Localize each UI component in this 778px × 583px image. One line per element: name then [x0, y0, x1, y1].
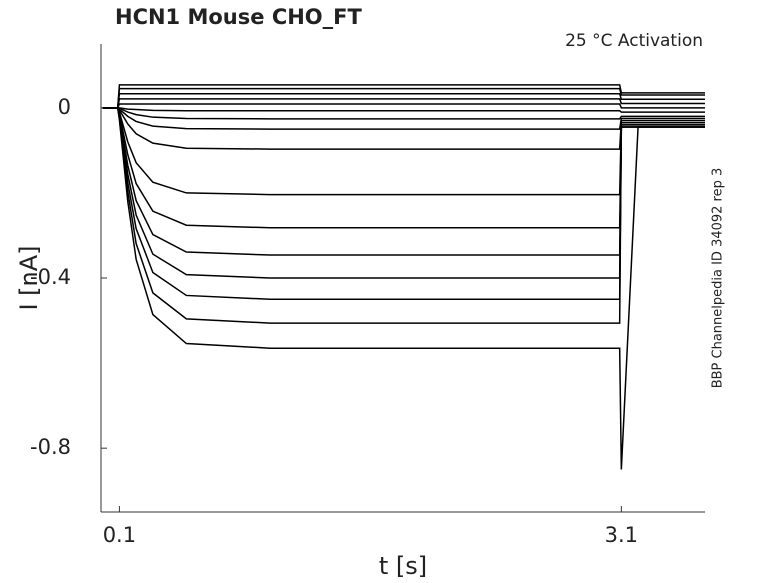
y-tick-label: 0 — [58, 95, 71, 119]
trace — [102, 87, 705, 109]
y-tick-label: -0.4 — [30, 265, 71, 289]
trace — [102, 93, 705, 109]
y-tick-label: -0.8 — [30, 435, 71, 459]
trace — [102, 107, 705, 150]
trace — [102, 98, 705, 109]
x-axis-label: t [s] — [379, 552, 427, 580]
y-axis-label: I [nA] — [15, 245, 43, 310]
chart-title: HCN1 Mouse CHO_FT — [115, 5, 362, 29]
side-note: BBP Channelpedia ID 34092 rep 3 — [711, 168, 726, 389]
trace — [102, 103, 705, 109]
trace — [102, 107, 705, 470]
x-tick-label: 3.1 — [605, 523, 638, 547]
annotation: 25 °C Activation — [565, 31, 703, 51]
x-tick-label: 0.1 — [103, 523, 136, 547]
